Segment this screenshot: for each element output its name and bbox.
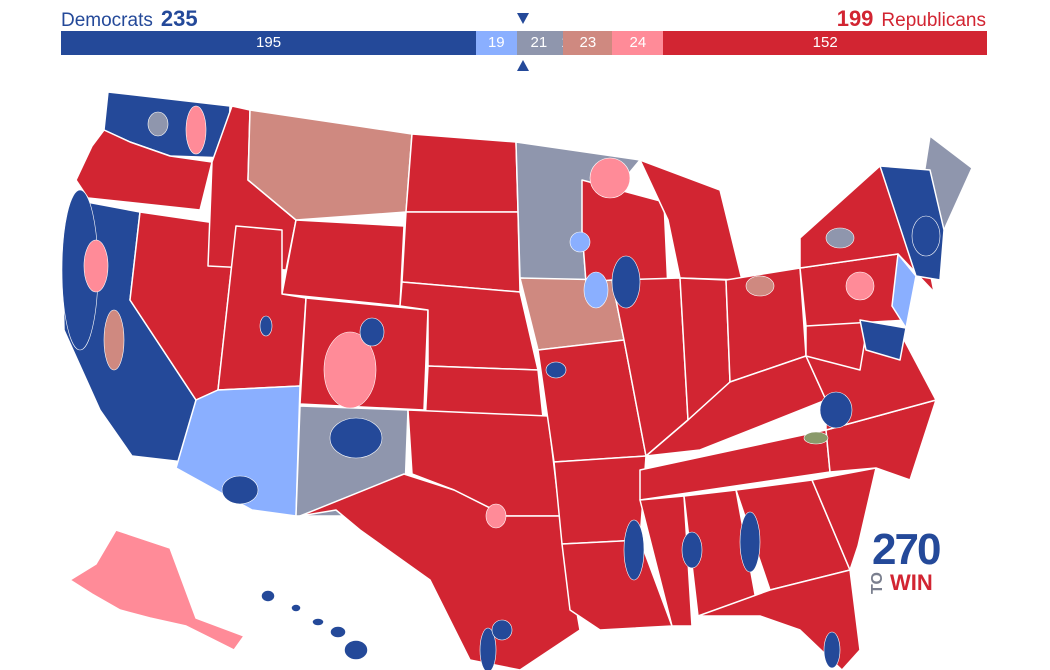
district-az-south[interactable] [221, 475, 259, 505]
district-fl-south[interactable] [823, 631, 841, 669]
district-il-chicago[interactable] [611, 255, 641, 309]
district-tx-southborder[interactable] [479, 627, 497, 670]
district-pa-east[interactable] [845, 271, 875, 301]
district-ca-north[interactable] [83, 239, 109, 293]
district-mn-twin[interactable] [569, 231, 591, 253]
majority-marker-top-icon [517, 13, 529, 24]
seat-bar-likely_d[interactable]: 19 [476, 31, 517, 55]
state-alaska[interactable] [69, 529, 245, 651]
state-iowa[interactable] [519, 277, 625, 351]
state-hawaii-island-4[interactable] [329, 625, 347, 639]
republicans-total: 199 Republicans [837, 6, 986, 32]
district-va-east[interactable] [819, 391, 853, 429]
district-mo-kc[interactable] [545, 361, 567, 379]
state-south-dakota[interactable] [401, 211, 521, 293]
270towin-logo[interactable]: 270 TO WIN [869, 525, 950, 598]
district-tx-houston[interactable] [491, 619, 513, 641]
seat-bar: 195192112324152 [61, 31, 987, 55]
state-hawaii-island-5[interactable] [343, 639, 369, 661]
state-hawaii-island-3[interactable] [311, 617, 325, 627]
district-ut-lean[interactable] [323, 331, 377, 409]
seat-bar-lean_r[interactable]: 24 [612, 31, 664, 55]
seat-bar-likely_r[interactable]: 23 [563, 31, 613, 55]
district-nc-triad[interactable] [803, 431, 829, 445]
democrats-seat-count: 235 [160, 6, 198, 31]
district-ga-atlanta[interactable] [739, 511, 761, 573]
state-south-carolina[interactable] [811, 467, 877, 571]
majority-marker-bottom-icon [517, 60, 529, 71]
district-ut-district[interactable] [259, 315, 273, 337]
republicans-seat-count: 199 [836, 6, 874, 31]
state-montana[interactable] [247, 109, 413, 221]
district-ia-east[interactable] [583, 271, 609, 309]
district-wa-tossup[interactable] [147, 111, 169, 137]
district-ma-east[interactable] [911, 215, 941, 257]
republicans-label: Republicans [881, 10, 986, 31]
logo-270: 270 [872, 525, 941, 574]
state-north-dakota[interactable] [405, 133, 519, 213]
district-co-denver[interactable] [359, 317, 385, 347]
seat-bar-safe_d[interactable]: 195 [61, 31, 477, 55]
democrats-total: Democrats 235 [61, 6, 198, 32]
district-tx-dallas[interactable] [485, 503, 507, 529]
us-house-map[interactable] [0, 70, 1050, 670]
state-mississippi[interactable] [639, 495, 693, 627]
district-ms-delta[interactable] [623, 519, 645, 581]
state-oregon[interactable] [75, 129, 213, 211]
democrats-label: Democrats [61, 10, 153, 31]
seat-bar-tossup[interactable]: 21 [516, 31, 562, 55]
district-ca-central[interactable] [103, 309, 125, 371]
header-bar: Democrats 235 199 Republicans 195192112324… [0, 0, 1050, 71]
seat-bar-other[interactable]: 1 [561, 31, 564, 55]
district-mn-lean[interactable] [589, 157, 631, 199]
state-arizona[interactable] [175, 385, 301, 517]
state-hawaii-island-2[interactable] [290, 603, 302, 613]
state-wyoming[interactable] [281, 219, 405, 307]
district-ny-tossup[interactable] [825, 227, 855, 249]
state-maryland[interactable] [859, 319, 907, 361]
state-florida[interactable] [697, 569, 861, 670]
logo-to: TO [869, 572, 886, 594]
district-wa-east[interactable] [185, 105, 207, 155]
state-hawaii-island-1[interactable] [260, 589, 276, 603]
seat-bar-safe_r[interactable]: 152 [663, 31, 987, 55]
district-al-bbelt[interactable] [681, 531, 703, 569]
logo-win: WIN [890, 570, 933, 595]
district-oh-ne[interactable] [745, 275, 775, 297]
district-nm-north[interactable] [329, 417, 383, 459]
